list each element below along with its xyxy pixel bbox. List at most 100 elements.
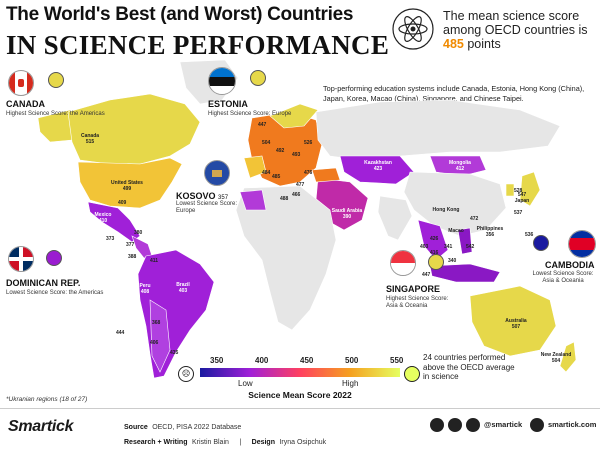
brazil-label: Brazil 403	[176, 282, 190, 294]
map-score-label: 368	[152, 320, 161, 326]
title-line1: The World's Best (and Worst) Countries	[6, 4, 354, 25]
india-region	[377, 195, 413, 241]
map-score-label: 416	[430, 250, 439, 256]
map-score-label: 403	[420, 244, 429, 250]
facebook-icon[interactable]	[466, 418, 480, 432]
legend-tick-label: 550	[390, 356, 404, 365]
kosovo-flag-icon	[204, 160, 230, 186]
map-score-label: 488	[280, 196, 289, 202]
oecd-text: The mean science score among OECD countr…	[443, 9, 588, 37]
mexico-label: Mexico 410	[94, 212, 112, 224]
map-score-label: 476	[304, 170, 313, 176]
map-score-label: 406	[150, 340, 159, 346]
kosovo-callout-sub: Lowest Science Score: Europe	[176, 201, 238, 214]
ukraine-note: *Ukranian regions (18 of 27)	[6, 396, 88, 403]
map-score-label: 485	[272, 174, 281, 180]
social-handle: @smartick	[484, 420, 523, 429]
map-score-label: 411	[150, 258, 159, 264]
map-score-label: 528	[514, 188, 523, 194]
singapore-flag-icon	[390, 250, 416, 276]
kosovo-callout-title: KOSOVO 357	[176, 191, 229, 201]
africa-region	[235, 185, 337, 331]
map-score-label: 447	[422, 272, 431, 278]
twitter-icon[interactable]	[430, 418, 444, 432]
canada-callout-sub: Highest Science Score: the Americas	[6, 111, 105, 117]
map-score-label: 537	[514, 210, 523, 216]
new-zealand-label: New Zealand 504	[540, 352, 572, 364]
top-performers-note: Top-performing education systems include…	[323, 84, 585, 103]
china-region	[403, 171, 507, 237]
map-score-label: 409	[118, 200, 127, 206]
map-score-label: 536	[525, 232, 534, 238]
map-score-label: 340	[448, 258, 457, 264]
southeast-asia-region	[417, 219, 449, 261]
hongkong-label: Hong Kong	[432, 207, 460, 213]
japan-region	[519, 171, 541, 207]
map-score-label: 435	[170, 350, 179, 356]
map-score-label: 341	[444, 244, 453, 250]
globe-icon[interactable]	[530, 418, 544, 432]
map-score-label: 444	[116, 330, 125, 336]
brand-logo: Smartick	[8, 418, 74, 435]
footer-source: Source OECD, PISA 2022 Database	[124, 416, 241, 434]
oecd-badge-icon	[48, 72, 64, 88]
map-score-label: 477	[296, 182, 305, 188]
philippines-region	[457, 227, 473, 255]
map-score-label: 447	[258, 122, 267, 128]
map-score-label: 377	[126, 242, 135, 248]
turkey-region	[311, 167, 341, 183]
legend: 350 400 450 500 550 Low High Science Mean Sc…	[190, 356, 410, 404]
legend-tick-label: 350	[210, 356, 224, 365]
legend-gradient-bar	[200, 368, 400, 377]
singapore-callout-title: SINGAPORE	[386, 284, 441, 294]
map-score-label: 388	[128, 254, 137, 260]
map-score-label: 542	[466, 244, 475, 250]
singapore-callout-sub: Highest Science Score: Asia & Oceania	[386, 296, 449, 309]
footer	[0, 408, 600, 449]
kazakhstan-label: Kazakhstan 423	[364, 160, 392, 172]
legend-tick-label: 400	[255, 356, 269, 365]
source-value: OECD, PISA 2022 Database	[152, 424, 242, 431]
estonia-callout-sub: Highest Science Score: Europe	[208, 111, 292, 117]
macao-label: Macao	[448, 228, 464, 234]
legend-tick-label: 450	[300, 356, 314, 365]
iberia-region	[243, 155, 267, 179]
legend-tick-label: 500	[345, 356, 359, 365]
map-score-label: 504	[262, 140, 271, 146]
oecd-unit: points	[467, 37, 501, 51]
chile-argentina-region	[149, 299, 171, 373]
oecd-badge-icon	[404, 366, 420, 382]
canada-label: Canada 515	[80, 133, 100, 145]
australia-label: Australia 507	[505, 318, 527, 330]
design-value: Iryna Osipchuk	[279, 439, 327, 446]
map-score-label: 380	[134, 230, 143, 236]
map-score-label: 492	[276, 148, 285, 154]
design-label: Design	[251, 439, 275, 446]
dominican-callout-title: DOMINICAN REP.	[6, 278, 81, 288]
instagram-icon[interactable]	[448, 418, 462, 432]
cambodia-callout-sub: Lowest Science Score: Asia & Oceania	[532, 271, 594, 284]
source-label: Source	[124, 424, 148, 431]
new-zealand-region	[559, 341, 577, 373]
atom-icon	[392, 8, 434, 50]
oecd-badge-icon	[46, 250, 62, 266]
japan-label: 547 Japan	[514, 192, 530, 204]
world-map	[37, 60, 577, 379]
website-link[interactable]: smartick.com	[548, 420, 597, 429]
indonesia-label: Indonesia 383	[439, 282, 463, 294]
legend-high: High	[342, 379, 359, 388]
sad-face-icon: ☹	[178, 366, 194, 382]
footer-research: Research + Writing Kristin Blain | Desig…	[124, 439, 327, 446]
mongolia-region	[429, 155, 487, 177]
oecd-above-note: 24 countries performed above the OECD av…	[423, 353, 515, 381]
philippines-label: Philippines 356	[476, 226, 504, 238]
map-score-label: 472	[470, 216, 479, 222]
dominican-callout-sub: Lowest Science Score: the Americas	[6, 290, 104, 296]
map-score-label: 373	[106, 236, 115, 242]
map-score-label: 426	[430, 236, 439, 242]
oecd-badge-icon	[428, 254, 444, 270]
cambodia-callout-title: CAMBODIA	[545, 260, 595, 270]
legend-low: Low	[238, 379, 253, 388]
oecd-value: 485	[443, 37, 464, 51]
oecd-badge-icon	[533, 235, 549, 251]
